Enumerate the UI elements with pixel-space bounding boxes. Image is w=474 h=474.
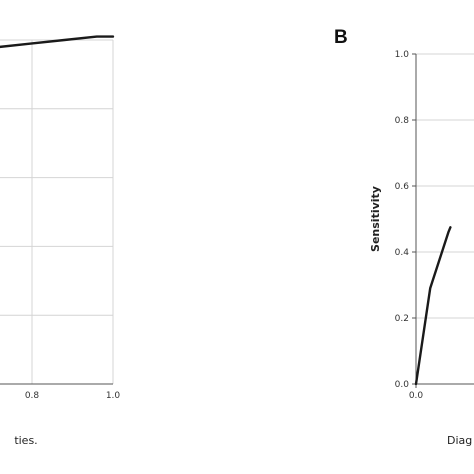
panel-b-x-tick-labels: 0.0 [409, 391, 424, 401]
panel-b-y-tick-label: 0.8 [395, 116, 410, 126]
panel-a-x-axis-label: ties. [14, 434, 37, 447]
panel-b-x-tick-label: 0.0 [409, 391, 424, 401]
panel-b-label: B [334, 27, 348, 48]
panel-b: B 0.0 0.2 0.4 0.6 0.8 1.0 0.0 Sensitivity Dia… [334, 27, 474, 447]
panel-b-y-tick-label: 0.4 [395, 248, 410, 258]
panel-a-x-tick-labels: 0.8 1.0 [25, 391, 121, 401]
panel-a-x-tick-label: 1.0 [106, 391, 121, 401]
panel-b-roc-line [414, 226, 452, 386]
panel-a-gridlines [0, 39, 114, 384]
panel-b-y-tick-labels: 0.0 0.2 0.4 0.6 0.8 1.0 [395, 50, 410, 390]
panel-b-y-tick-label: 0.2 [395, 314, 409, 324]
panel-b-series [414, 226, 452, 386]
panel-b-y-tick-label: 1.0 [395, 50, 410, 60]
panel-a-roc-line [0, 35, 115, 49]
panel-b-gridlines [416, 53, 474, 319]
panel-b-y-tick-label: 0.6 [395, 182, 410, 192]
panel-b-axes [412, 53, 474, 388]
panel-b-y-axis-label: Sensitivity [369, 186, 382, 252]
panel-a: 0.8 1.0 ties. [0, 35, 121, 447]
panel-b-y-tick-label: 0.0 [395, 380, 410, 390]
panel-b-x-axis-label: Diag [447, 434, 472, 447]
panel-a-x-tick-label: 0.8 [25, 391, 40, 401]
panel-a-series [0, 35, 115, 49]
